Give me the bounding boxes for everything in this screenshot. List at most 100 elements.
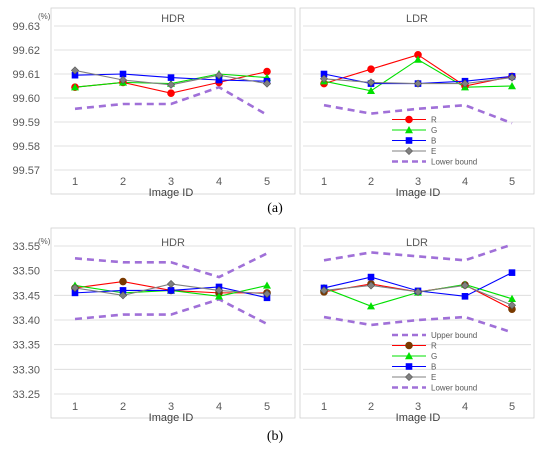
point-e-4 xyxy=(214,286,224,295)
point-e-3 xyxy=(166,80,176,89)
x-axis-label: Image ID xyxy=(149,187,194,199)
point-e-4 xyxy=(460,79,470,88)
legend-marker-e xyxy=(404,146,414,156)
y-tick-label: 33.35 xyxy=(12,340,40,352)
x-tick-label: 1 xyxy=(321,401,327,413)
y-tick-label: 33.50 xyxy=(12,266,40,278)
chart-b: (%) 33.25 33.30 33.35 33.40 33.45 33.50 33.55 HD… xyxy=(12,227,535,444)
x-tick-label: 3 xyxy=(415,176,421,188)
x-tick-label: 3 xyxy=(168,176,174,188)
point-g-2 xyxy=(367,86,375,94)
y-tick-label: 33.45 xyxy=(12,290,40,302)
y-tick-label: 99.63 xyxy=(12,21,40,33)
point-e-2 xyxy=(366,281,376,290)
chart-a: (%) 99.57 99.58 99.59 99.60 99.61 99.62 99.63 HD… xyxy=(12,7,535,216)
subchart-title: HDR xyxy=(161,13,185,25)
y-unit-label: (%) xyxy=(38,12,51,21)
y-tick-label: 99.58 xyxy=(12,141,40,153)
x-tick-label: 4 xyxy=(216,176,222,188)
y-tick-label: 33.40 xyxy=(12,315,40,327)
panel-label: (b) xyxy=(267,429,284,444)
x-tick-label: 2 xyxy=(120,401,126,413)
point-r-2 xyxy=(367,65,375,73)
point-g-5 xyxy=(508,294,516,302)
y-tick-label: 99.61 xyxy=(12,69,40,81)
legend-marker-r xyxy=(405,341,413,350)
point-e-1 xyxy=(70,283,80,292)
subchart-title: LDR xyxy=(406,13,428,25)
series-line-upper-bound xyxy=(323,243,513,262)
point-b-3 xyxy=(167,287,175,294)
point-b-5 xyxy=(508,269,516,276)
legend-label: Lower bound xyxy=(431,158,477,167)
legend-label: Upper bound xyxy=(431,331,477,340)
point-e-1 xyxy=(319,74,329,83)
subpanel-frame-0 xyxy=(50,227,296,419)
point-b-2 xyxy=(119,287,127,294)
legend-label: B xyxy=(431,137,436,146)
y-tick-label: 33.30 xyxy=(12,364,40,376)
y-unit-label: (%) xyxy=(38,237,51,246)
y-tick-label: 33.55 xyxy=(12,241,40,253)
point-e-4 xyxy=(460,281,470,290)
point-g-3 xyxy=(414,55,422,63)
series-line-lower-bound xyxy=(323,315,513,334)
point-r-3 xyxy=(167,89,175,97)
x-axis-label: Image ID xyxy=(149,412,194,424)
point-b-1 xyxy=(71,71,79,79)
point-b-2 xyxy=(119,70,127,78)
point-e-3 xyxy=(413,287,423,296)
legend-label: R xyxy=(431,342,437,351)
point-b-1 xyxy=(320,70,328,78)
x-tick-label: 5 xyxy=(264,401,270,413)
subpanel-frame-1 xyxy=(299,227,535,419)
panel-label: (a) xyxy=(267,201,283,216)
point-g-4 xyxy=(215,292,223,300)
legend-label: B xyxy=(431,363,436,372)
legend-marker-b xyxy=(405,363,413,370)
legend-marker-g xyxy=(405,126,413,134)
series-line-lower-bound xyxy=(74,85,268,116)
point-g-5 xyxy=(263,281,271,289)
subchart-ldr: LDR 1 2 3 4 5 Image ID xyxy=(319,237,517,424)
point-g-2 xyxy=(367,302,375,310)
point-g-1 xyxy=(71,83,79,91)
subpanel-frame-1 xyxy=(299,7,535,195)
point-e-3 xyxy=(166,279,176,289)
subchart-ldr: LDR 1 2 3 4 5 Image ID xyxy=(319,13,517,199)
x-tick-label: 2 xyxy=(368,176,374,188)
series-line-upper-bound xyxy=(74,252,268,279)
point-e-2 xyxy=(118,75,128,85)
legend-label: G xyxy=(431,126,437,135)
x-tick-label: 4 xyxy=(462,401,468,413)
point-e-3 xyxy=(413,79,423,88)
x-tick-label: 2 xyxy=(368,401,374,413)
legend-label: E xyxy=(431,373,436,382)
point-b-3 xyxy=(167,74,175,81)
y-tick-label: 99.60 xyxy=(12,93,40,105)
subchart-title: LDR xyxy=(406,237,428,249)
point-b-2 xyxy=(367,273,375,281)
y-tick-label: 99.57 xyxy=(12,165,40,177)
point-b-4 xyxy=(215,76,223,84)
point-e-2 xyxy=(366,78,376,87)
point-e-2 xyxy=(118,291,128,300)
point-r-2 xyxy=(119,277,127,286)
x-tick-label: 5 xyxy=(509,401,515,413)
legend-marker-r xyxy=(405,115,413,124)
x-tick-label: 1 xyxy=(72,401,78,413)
subchart-hdr: HDR 1 2 3 4 5 Image ID xyxy=(70,237,272,424)
series-line-lower-bound xyxy=(74,297,268,326)
point-e-1 xyxy=(70,66,80,75)
y-tick-label: 99.59 xyxy=(12,117,40,129)
x-tick-label: 1 xyxy=(72,176,78,188)
legend-label: G xyxy=(431,352,437,361)
series-line-lower-bound xyxy=(323,103,513,125)
point-e-4 xyxy=(214,71,224,80)
x-tick-label: 4 xyxy=(216,401,222,413)
point-e-5 xyxy=(507,73,517,82)
legend-label: E xyxy=(431,147,436,156)
